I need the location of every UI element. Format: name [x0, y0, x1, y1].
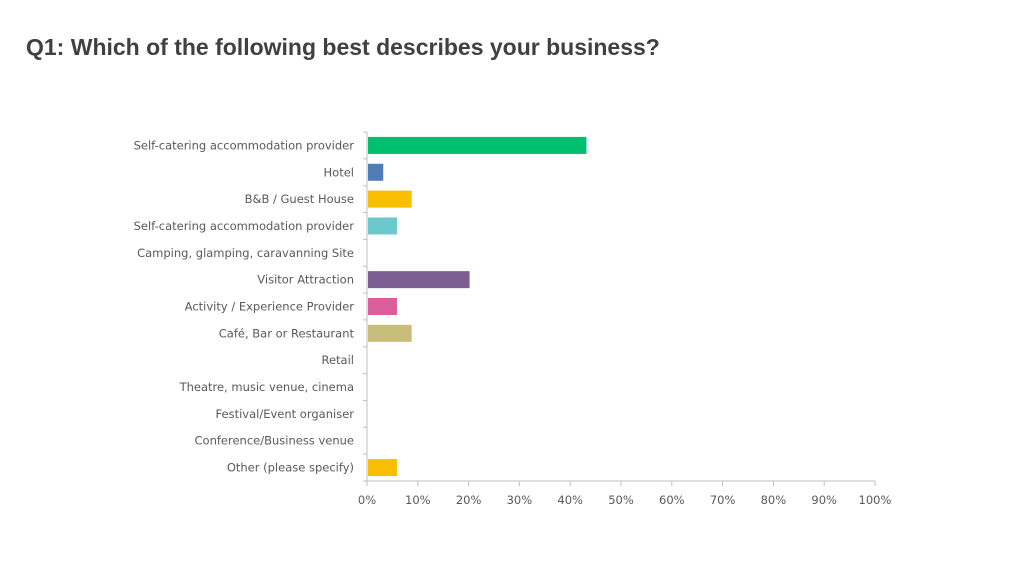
- bar: [368, 136, 587, 154]
- category-label: Conference/Business venue: [195, 434, 355, 448]
- category-label: Theatre, music venue, cinema: [179, 380, 354, 394]
- x-tick-label: 60%: [659, 493, 685, 507]
- bar: [368, 271, 470, 289]
- x-tick-label: 90%: [811, 493, 837, 507]
- bar: [368, 217, 397, 235]
- category-label: Café, Bar or Restaurant: [219, 326, 355, 340]
- category-label: Festival/Event organiser: [216, 407, 355, 421]
- page-title: Q1: Which of the following best describe…: [26, 34, 660, 60]
- x-tick-label: 0%: [358, 493, 376, 507]
- bar: [368, 459, 397, 477]
- category-label: Other (please specify): [227, 461, 354, 475]
- x-tick-label: 30%: [507, 493, 533, 507]
- x-tick-label: 100%: [859, 493, 892, 507]
- category-label: Camping, glamping, caravanning Site: [137, 246, 354, 260]
- category-label: Activity / Experience Provider: [185, 300, 355, 314]
- x-tick-label: 10%: [405, 493, 431, 507]
- category-label: Retail: [322, 353, 355, 367]
- category-label: Hotel: [324, 165, 354, 179]
- category-label: Self-catering accommodation provider: [134, 138, 355, 152]
- x-tick-label: 50%: [608, 493, 634, 507]
- bar: [368, 298, 397, 315]
- x-tick-label: 20%: [456, 493, 482, 507]
- x-tick-label: 70%: [710, 493, 736, 507]
- x-tick-label: 80%: [761, 493, 787, 507]
- category-label: Self-catering accommodation provider: [134, 219, 355, 233]
- bar: [368, 324, 412, 342]
- bar: [368, 190, 412, 208]
- category-label: Visitor Attraction: [257, 273, 354, 287]
- category-label: B&B / Guest House: [245, 192, 354, 206]
- x-tick-label: 40%: [557, 493, 583, 507]
- bar: [368, 163, 384, 181]
